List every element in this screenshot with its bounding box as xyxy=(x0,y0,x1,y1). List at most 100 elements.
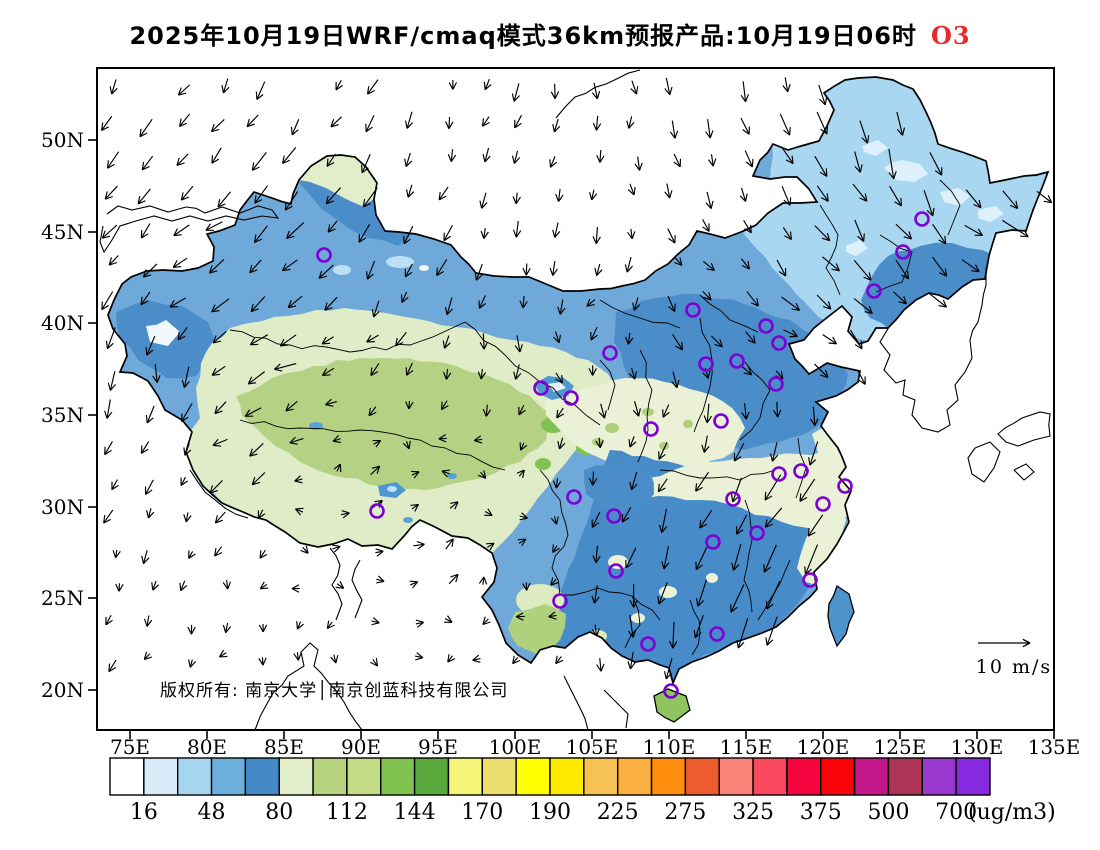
wind-arrow-head xyxy=(550,517,557,525)
wind-arrow xyxy=(106,399,111,419)
wind-arrow xyxy=(365,115,375,133)
wind-arrow xyxy=(438,186,449,201)
wind-arrow xyxy=(180,580,186,591)
wind-arrow-head xyxy=(211,128,220,133)
lon-label: 80E xyxy=(187,735,227,759)
wind-arrow-head xyxy=(326,162,335,167)
wind-arrow xyxy=(672,621,675,649)
region-xj-light xyxy=(487,253,509,263)
wind-arrow-head xyxy=(552,124,555,133)
wind-arrow-head xyxy=(441,470,448,478)
colorbar-cell xyxy=(752,757,788,796)
wind-arrow-head xyxy=(748,367,753,376)
wind-arrow xyxy=(484,78,490,90)
province-border-line xyxy=(739,361,771,441)
wind-arrow xyxy=(742,81,747,102)
wind-arrow-head xyxy=(333,463,341,470)
lat-label: 40N xyxy=(41,311,84,335)
wind-arrow-head xyxy=(819,171,828,177)
wind-arrow-head xyxy=(414,504,420,512)
wind-arrow-head xyxy=(586,304,595,307)
wind-arrow xyxy=(415,621,424,625)
wind-arrow-head xyxy=(591,92,598,100)
wind-arrow-head xyxy=(412,581,419,589)
wind-arrow-head xyxy=(259,553,268,559)
region-green-bright xyxy=(535,458,551,470)
wind-arrow-head xyxy=(674,303,676,312)
wind-arrow-head xyxy=(248,382,257,385)
wind-arrow-head xyxy=(736,529,744,535)
colorbar-cell xyxy=(176,757,213,796)
wind-arrow-head xyxy=(262,624,268,633)
wind-arrow-head xyxy=(733,564,740,571)
province-border-line xyxy=(560,587,661,621)
wind-arrow xyxy=(279,334,297,347)
wind-arrow-head xyxy=(441,405,449,411)
city-marker xyxy=(608,563,624,579)
wind-arrow-head xyxy=(708,292,712,301)
wind-arrow xyxy=(146,405,155,424)
wind-arrow-head xyxy=(552,268,558,276)
wind-arrow-head xyxy=(305,545,309,554)
wind-arrow-head xyxy=(737,642,745,649)
wind-arrow-head xyxy=(747,339,756,344)
wind-arrow-head xyxy=(180,192,184,201)
wind-arrow-head xyxy=(370,367,373,376)
wind-arrow xyxy=(172,257,188,268)
wind-arrow-head xyxy=(280,344,289,347)
wind-arrow xyxy=(743,220,752,234)
wind-arrow-head xyxy=(789,197,792,206)
wind-arrow xyxy=(367,79,379,95)
wind-arrow-head xyxy=(406,122,414,129)
wind-arrow-head xyxy=(101,304,109,311)
wind-arrow xyxy=(226,579,229,590)
wind-arrow-head xyxy=(188,553,196,559)
wind-arrow xyxy=(781,147,794,164)
wind-arrow-head xyxy=(859,164,863,173)
wind-arrow-head xyxy=(115,551,121,559)
wind-arrow xyxy=(552,545,558,553)
wind-arrow-head xyxy=(674,261,683,266)
wind-arrow-head xyxy=(413,471,420,479)
wind-arrow xyxy=(961,259,980,273)
wind-arrow-head xyxy=(295,508,302,516)
wind-arrow xyxy=(448,573,459,585)
wind-scale-label: 10 m/s xyxy=(975,656,1053,678)
wind-arrow xyxy=(628,116,633,129)
wind-arrow-head xyxy=(107,382,111,391)
wind-arrow-head xyxy=(405,271,413,278)
wind-arrow-head xyxy=(668,640,674,649)
wind-arrow-head xyxy=(211,158,220,164)
colorbar-cell xyxy=(853,757,890,796)
wind-arrow xyxy=(441,470,450,475)
wind-arrow xyxy=(251,472,266,486)
wind-arrow xyxy=(212,438,228,446)
wind-arrow-head xyxy=(258,513,266,519)
wind-arrow-head xyxy=(824,96,828,105)
wind-arrow xyxy=(108,659,117,672)
wind-arrow xyxy=(513,150,519,164)
wind-arrow xyxy=(282,146,297,164)
wind-arrow-head xyxy=(211,309,220,313)
wind-arrow xyxy=(1002,219,1029,238)
colorbar-tick-label: 190 xyxy=(529,800,571,825)
wind-arrow xyxy=(295,508,304,513)
city-markers xyxy=(316,211,930,699)
wind-arrow-head xyxy=(318,275,327,279)
wind-arrow-head xyxy=(143,274,152,278)
wind-arrow xyxy=(217,191,232,208)
wind-arrow-head xyxy=(552,480,557,489)
wind-arrow xyxy=(626,256,632,273)
wind-arrow-head xyxy=(520,444,528,451)
wind-arrow xyxy=(361,153,371,174)
wind-arrow-head xyxy=(819,98,826,106)
wind-arrow-head xyxy=(341,510,350,514)
wind-arrow-head xyxy=(262,657,267,666)
wind-arrow-head xyxy=(558,334,561,343)
wind-arrow xyxy=(764,474,782,501)
wind-arrow-head xyxy=(376,550,384,557)
wind-arrow xyxy=(697,579,708,607)
wind-arrow-head xyxy=(152,584,160,591)
wind-arrow-head xyxy=(475,274,483,281)
wind-arrow xyxy=(621,507,632,523)
